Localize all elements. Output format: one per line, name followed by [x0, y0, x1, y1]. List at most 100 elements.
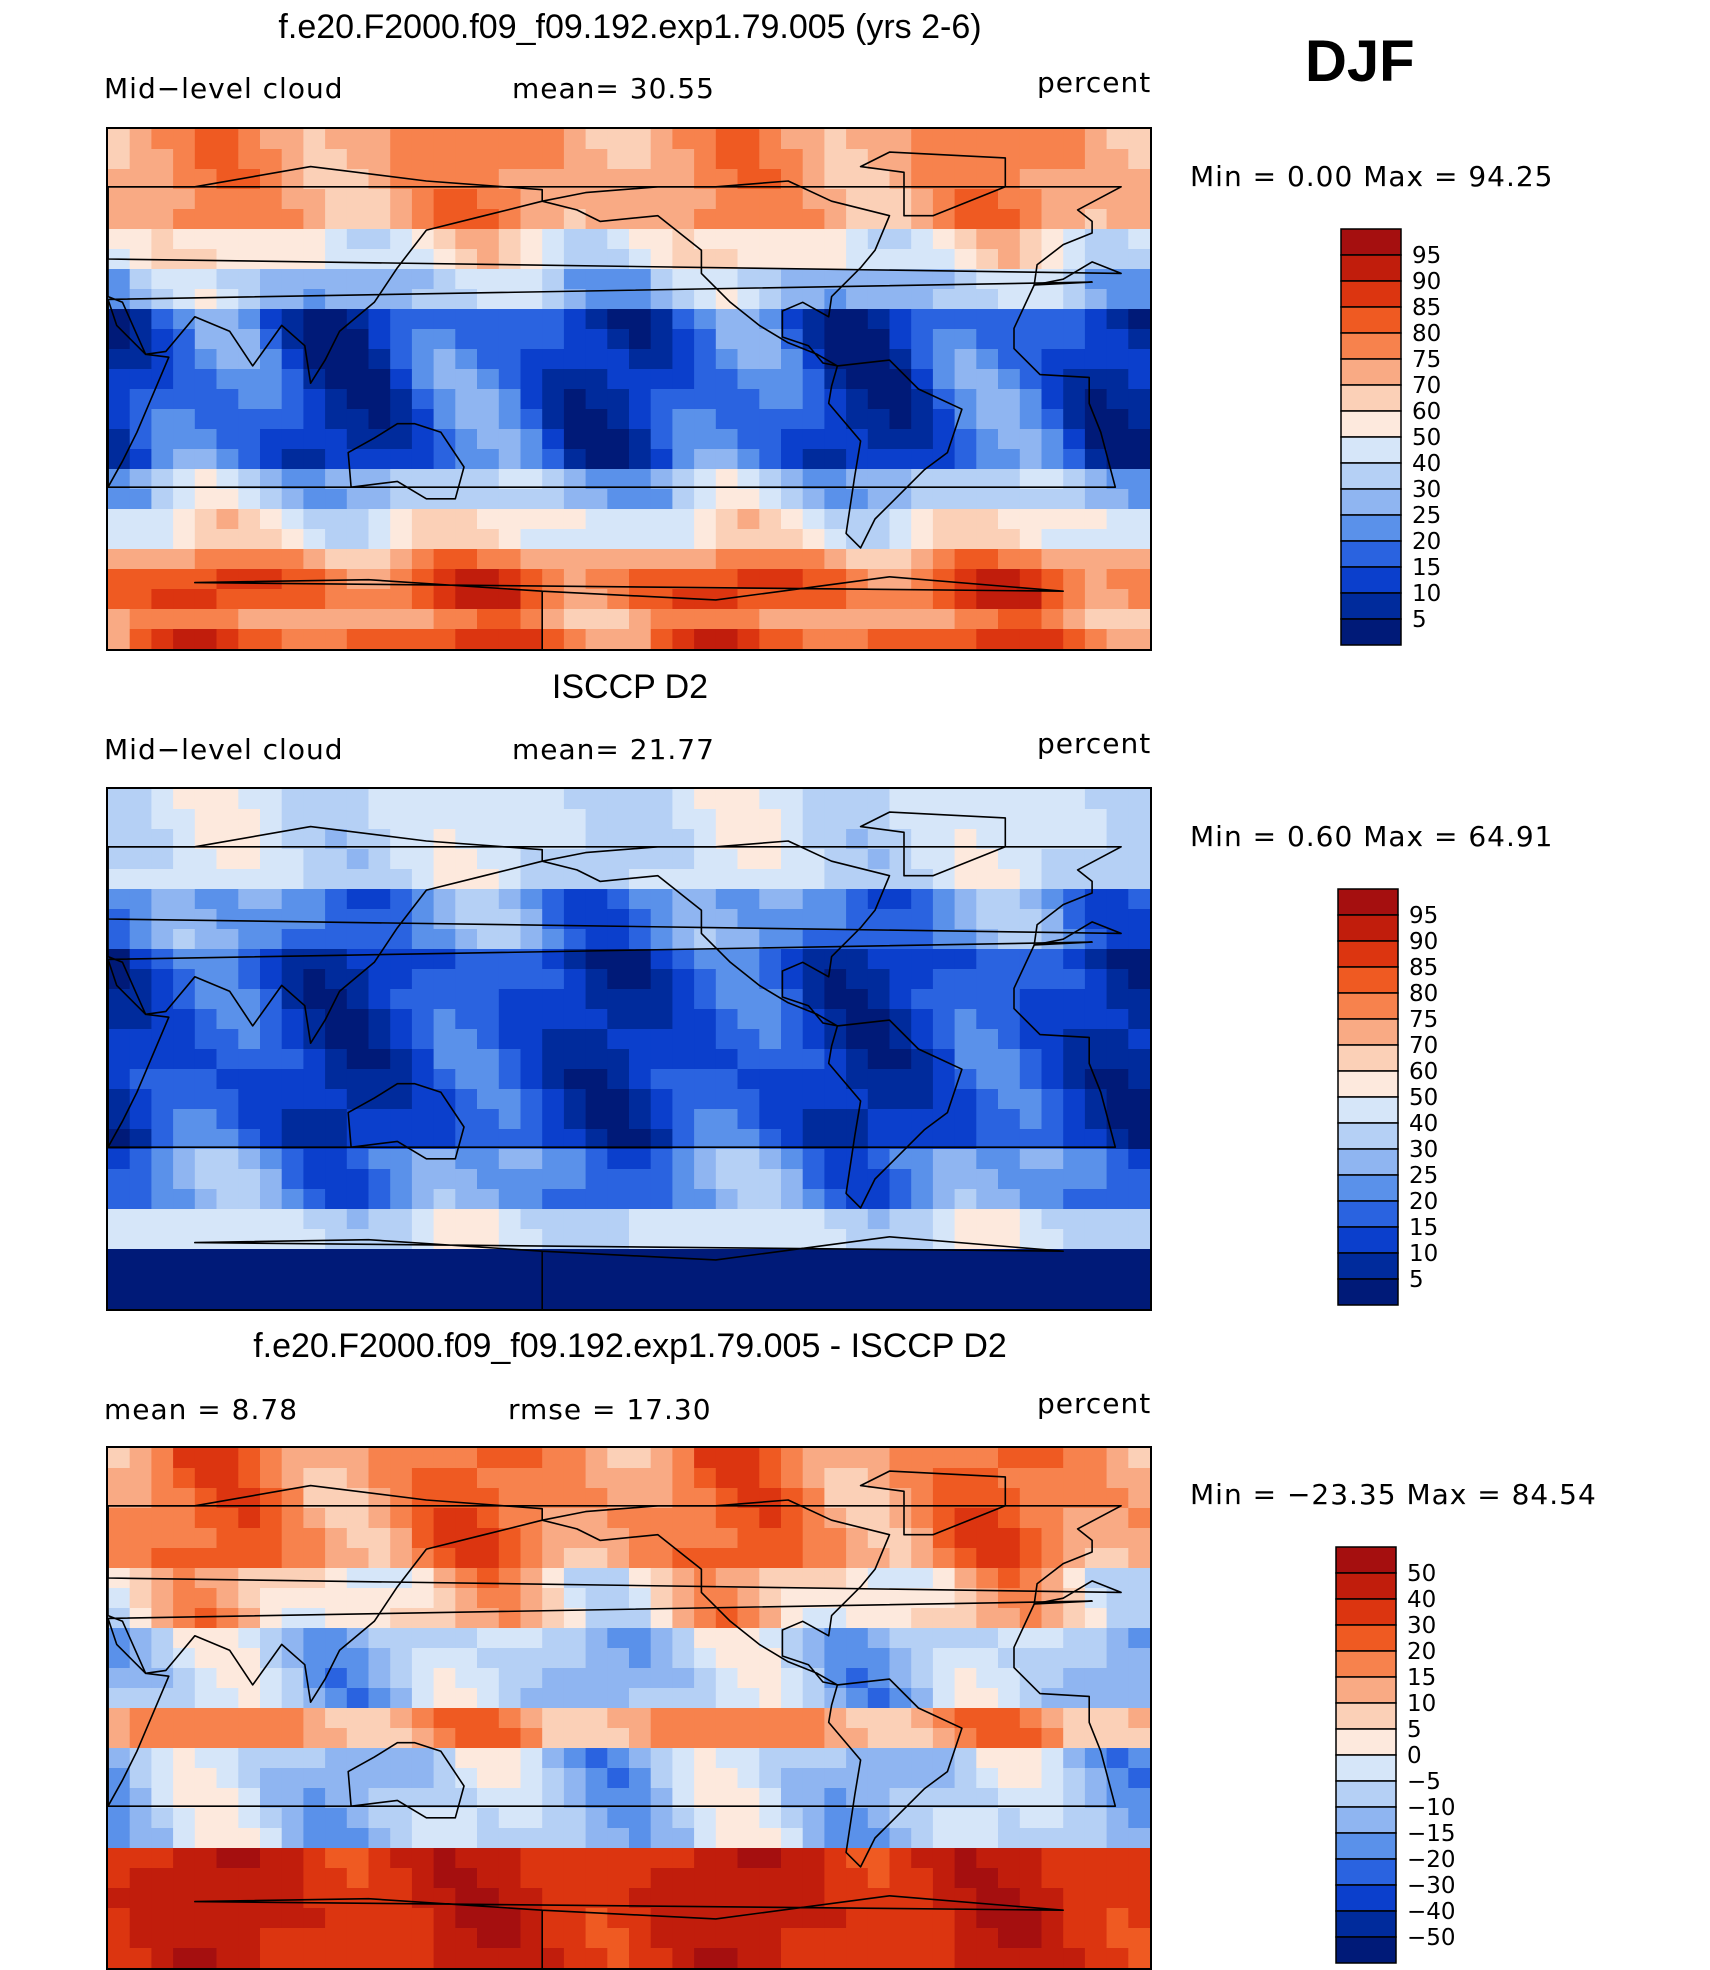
colorbar-swatch: [1335, 1910, 1397, 1938]
colorbar-swatch: [1335, 1806, 1397, 1834]
colorbar-tick-label: 95: [1412, 243, 1441, 269]
colorbar-tick-label: −50: [1407, 1925, 1456, 1951]
colorbar-swatch: [1340, 488, 1402, 516]
colorbar-tick-label: 80: [1412, 321, 1441, 347]
colorbar-swatch: [1337, 940, 1399, 968]
colorbar-swatch: [1335, 1858, 1397, 1886]
colorbar-tick-label: −40: [1407, 1899, 1456, 1925]
panel-2-mean: mean= 21.77: [512, 733, 715, 766]
contour-field: [108, 1448, 1150, 1968]
colorbar-swatch: [1335, 1884, 1397, 1912]
panel-3-title: f.e20.F2000.f09_f09.192.exp1.79.005 - IS…: [253, 1327, 1007, 1365]
colorbar-tick-label: 60: [1409, 1059, 1438, 1085]
colorbar-tick-label: −5: [1407, 1769, 1441, 1795]
colorbar-tick-label: 80: [1409, 981, 1438, 1007]
colorbar-swatch: [1340, 514, 1402, 542]
coastlines: [108, 151, 1122, 649]
panel-1-units: percent: [1037, 66, 1152, 99]
panel-3-mean: mean = 8.78: [104, 1393, 299, 1426]
colorbar-swatch: [1340, 566, 1402, 594]
colorbar-tick-label: 10: [1412, 581, 1441, 607]
colorbar-tick-label: 75: [1409, 1007, 1438, 1033]
panel-2-min-max: Min = 0.60 Max = 64.91: [1190, 820, 1554, 853]
colorbar-tick-label: 10: [1407, 1691, 1436, 1717]
colorbar-swatch: [1340, 592, 1402, 620]
panel-2-variable: Mid−level cloud: [104, 733, 344, 766]
colorbar-tick-label: 25: [1412, 503, 1441, 529]
colorbar-swatch: [1340, 358, 1402, 386]
colorbar-tick-label: 60: [1412, 399, 1441, 425]
panel-1-mean: mean= 30.55: [512, 72, 715, 105]
colorbar-tick-label: 5: [1412, 607, 1427, 633]
colorbar-tick-label: 75: [1412, 347, 1441, 373]
colorbar-tick-label: 15: [1407, 1665, 1436, 1691]
colorbar-swatch: [1340, 228, 1402, 256]
colorbar-tick-label: 90: [1409, 929, 1438, 955]
colorbar-tick-label: 40: [1407, 1587, 1436, 1613]
colorbar-tick-label: 95: [1409, 903, 1438, 929]
panel-1-map: [106, 127, 1152, 651]
colorbar-tick-label: −10: [1407, 1795, 1456, 1821]
colorbar-tick-label: −30: [1407, 1873, 1456, 1899]
colorbar-swatch: [1337, 1252, 1399, 1280]
panel-3-min-max: Min = −23.35 Max = 84.54: [1190, 1478, 1597, 1511]
colorbar-swatch: [1335, 1728, 1397, 1756]
colorbar-tick-label: 10: [1409, 1241, 1438, 1267]
colorbar-tick-label: 90: [1412, 269, 1441, 295]
panel-3-map: [106, 1446, 1152, 1970]
colorbar-swatch: [1340, 254, 1402, 282]
colorbar-swatch: [1335, 1650, 1397, 1678]
colorbar-swatch: [1340, 410, 1402, 438]
colorbar-tick-label: 50: [1412, 425, 1441, 451]
colorbar-swatch: [1337, 1278, 1399, 1306]
colorbar-swatch: [1337, 1070, 1399, 1098]
panel-2-colorbar: 95 90 85 80 75 70 60 50 40 30 25 20 15 10 5: [1337, 888, 1507, 1306]
panel-1-colorbar: 95 90 85 80 75 70 60 50 40 30 25 20 15 10 5: [1340, 228, 1510, 646]
colorbar-tick-label: 40: [1412, 451, 1441, 477]
colorbar-tick-label: 15: [1409, 1215, 1438, 1241]
colorbar-swatch: [1335, 1832, 1397, 1860]
colorbar-swatch: [1335, 1936, 1397, 1964]
panel-3-units: percent: [1037, 1387, 1152, 1420]
colorbar-swatch: [1337, 1226, 1399, 1254]
colorbar-tick-label: 15: [1412, 555, 1441, 581]
colorbar-swatch: [1337, 966, 1399, 994]
colorbar-swatch: [1340, 540, 1402, 568]
colorbar-swatch: [1335, 1754, 1397, 1782]
contour-field: [108, 789, 1150, 1309]
colorbar-tick-label: 85: [1409, 955, 1438, 981]
colorbar-tick-label: 5: [1407, 1717, 1422, 1743]
colorbar-tick-label: 20: [1412, 529, 1441, 555]
colorbar-swatch: [1335, 1546, 1397, 1574]
colorbar-tick-label: 70: [1409, 1033, 1438, 1059]
colorbar-tick-label: 0: [1407, 1743, 1422, 1769]
colorbar-tick-label: 70: [1412, 373, 1441, 399]
colorbar-tick-label: 30: [1407, 1613, 1436, 1639]
coastlines: [108, 1470, 1122, 1968]
colorbar-swatch: [1340, 306, 1402, 334]
colorbar-swatch: [1337, 1174, 1399, 1202]
colorbar-tick-label: 85: [1412, 295, 1441, 321]
colorbar-swatch: [1335, 1702, 1397, 1730]
colorbar-swatch: [1340, 618, 1402, 646]
panel-3-rmse: rmse = 17.30: [508, 1393, 712, 1426]
colorbar-tick-label: 30: [1412, 477, 1441, 503]
panel-2-units: percent: [1037, 727, 1152, 760]
colorbar-swatch: [1340, 384, 1402, 412]
colorbar-swatch: [1337, 1148, 1399, 1176]
contour-field: [108, 129, 1150, 649]
panel-1-variable: Mid−level cloud: [104, 72, 344, 105]
colorbar-swatch: [1340, 436, 1402, 464]
colorbar-tick-label: 20: [1407, 1639, 1436, 1665]
colorbar-swatch: [1337, 1096, 1399, 1124]
colorbar-tick-label: 5: [1409, 1267, 1424, 1293]
panel-2-map: [106, 787, 1152, 1311]
colorbar-swatch: [1335, 1780, 1397, 1808]
colorbar-swatch: [1335, 1676, 1397, 1704]
panel-1-min-max: Min = 0.00 Max = 94.25: [1190, 160, 1554, 193]
panel-3-colorbar: 50 40 30 20 15 10 5 0 −5 −10 −15 −20 −30 −40 −50: [1335, 1546, 1505, 1964]
colorbar-tick-label: −15: [1407, 1821, 1456, 1847]
colorbar-swatch: [1337, 1122, 1399, 1150]
season-label: DJF: [1305, 29, 1415, 94]
colorbar-tick-label: 40: [1409, 1111, 1438, 1137]
